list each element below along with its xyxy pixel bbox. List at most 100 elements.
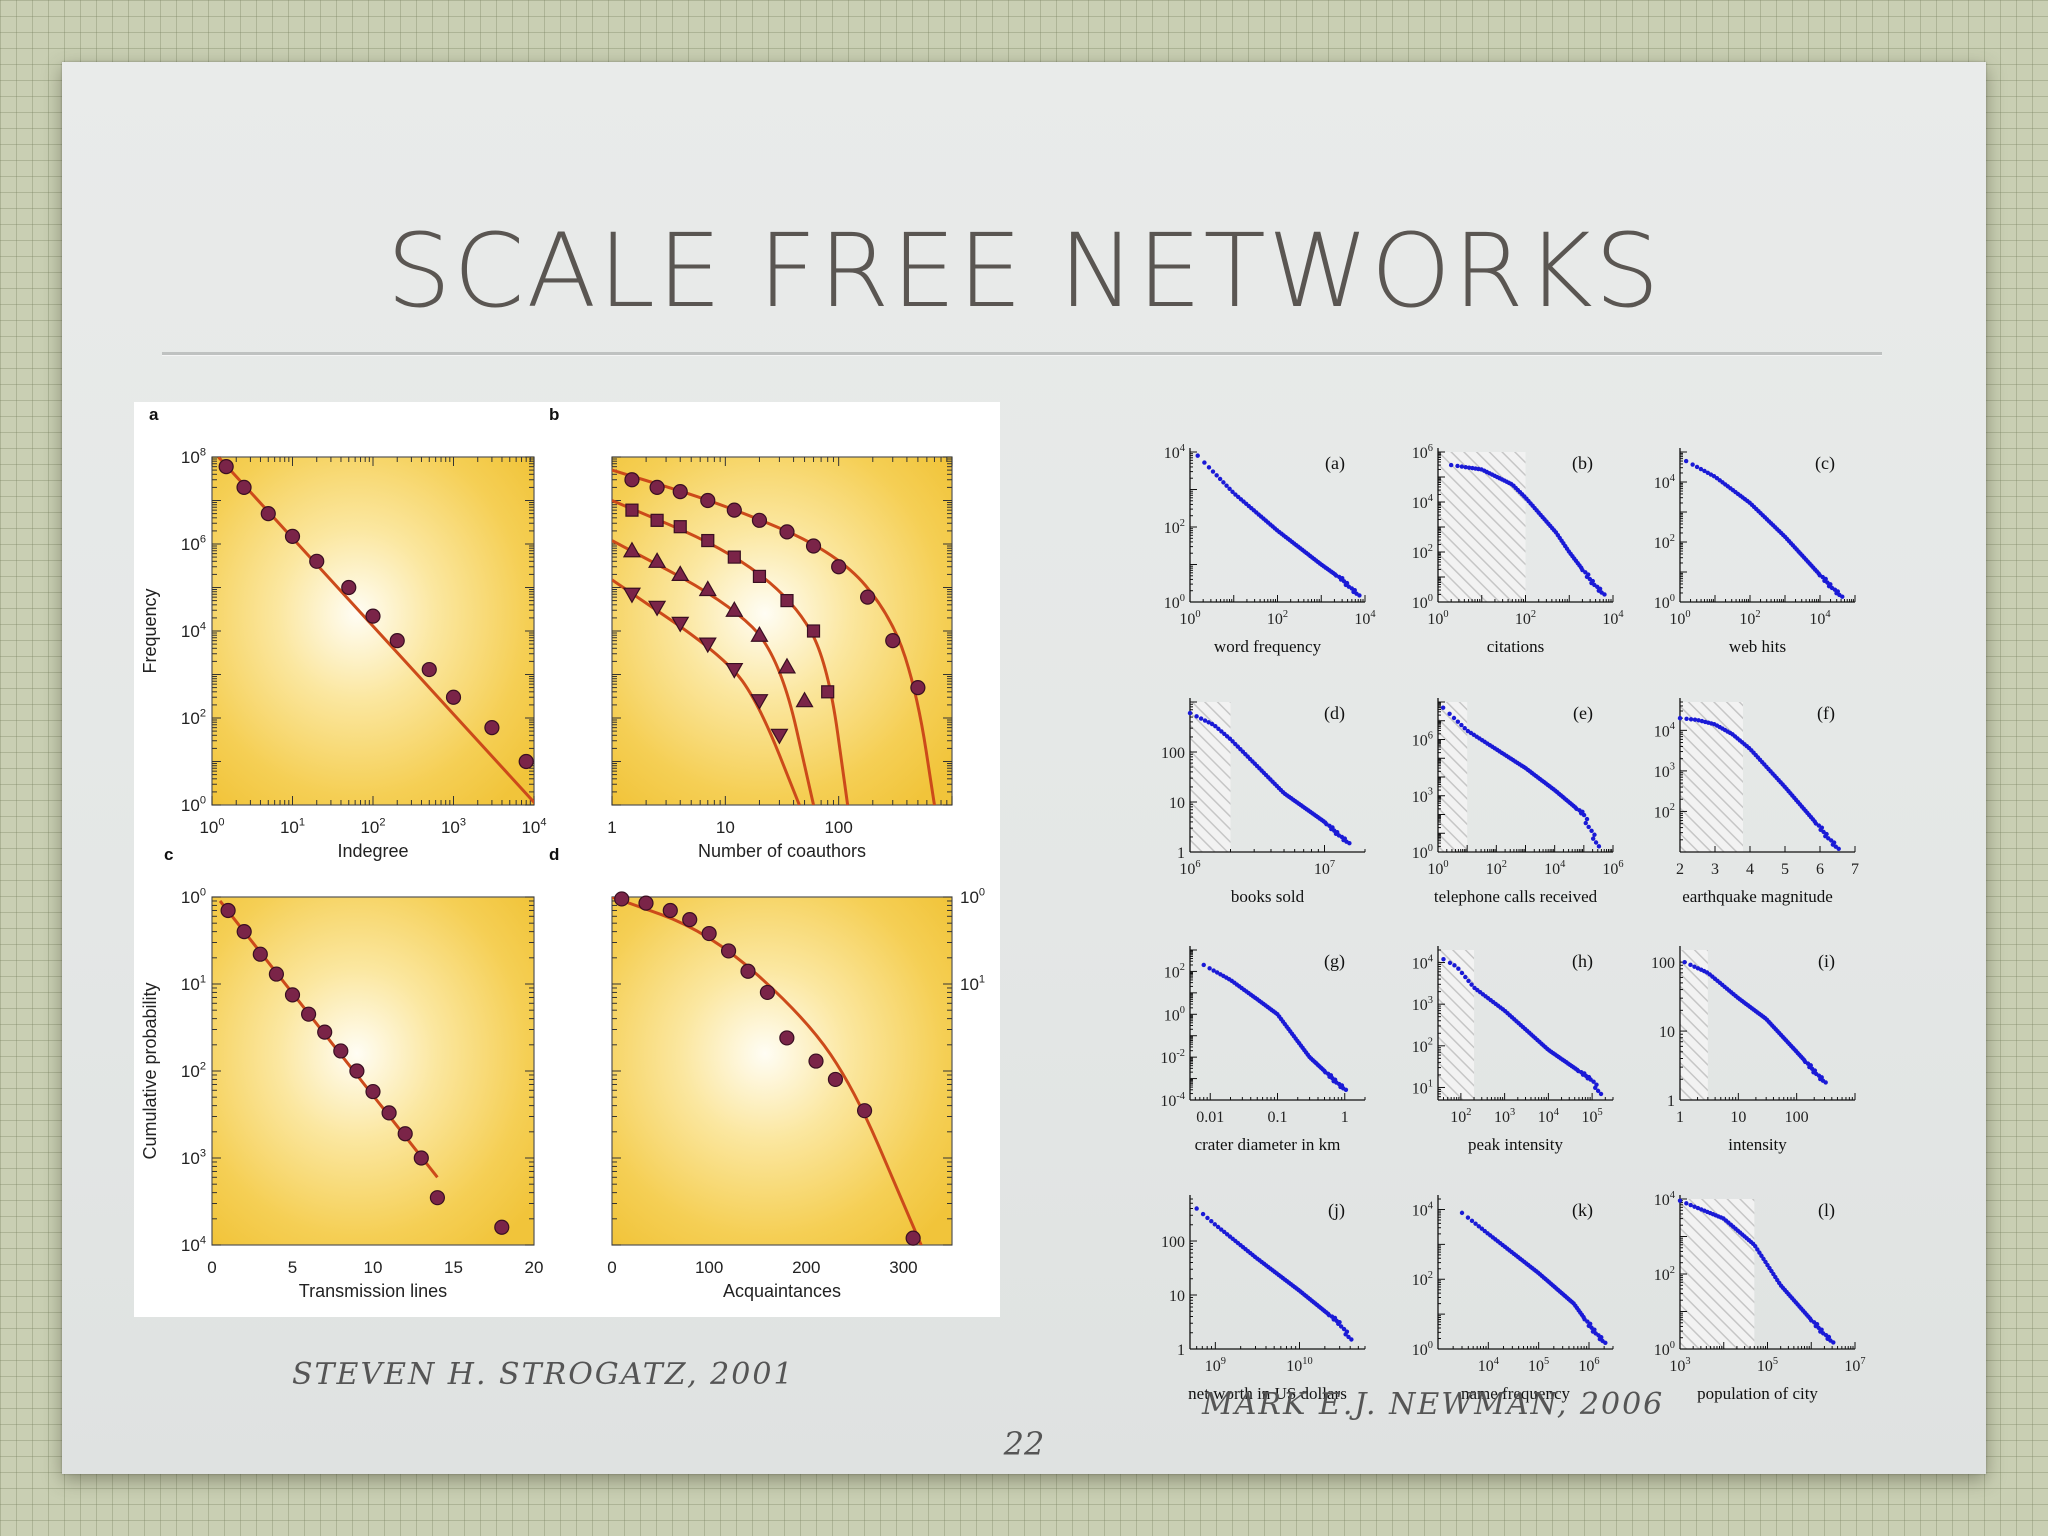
newman-g-data-point	[1214, 970, 1220, 975]
strogatz-b-data-point	[698, 637, 717, 654]
newman-h-data-point	[1441, 957, 1446, 962]
newman-f-data-point	[1677, 715, 1683, 721]
newman-i-x-tick-label: 10	[1730, 1109, 1746, 1126]
strogatz-b-data-point	[910, 679, 926, 696]
newman-c-data-point	[1840, 594, 1845, 599]
newman-f-y-tick-label: 103	[1654, 762, 1675, 781]
newman-b-x-tick-label: 102	[1515, 609, 1536, 628]
title-divider	[162, 352, 1882, 355]
newman-k-y-tick-label: 104	[1412, 1200, 1434, 1219]
strogatz-d-plot-area	[611, 896, 953, 1246]
strogatz-a-y-tick-label: 104	[181, 620, 206, 641]
newman-d-data-point	[1202, 718, 1208, 723]
newman-e-data-point	[1451, 715, 1457, 721]
newman-l-x-tick-label: 105	[1757, 1356, 1778, 1375]
newman-c-x-tick-label: 100	[1669, 609, 1690, 628]
newman-f-x-tick-label: 5	[1781, 861, 1789, 878]
newman-e-x-axis-label: telephone calls received	[1434, 887, 1598, 906]
newman-a-data-point	[1214, 473, 1219, 478]
strogatz-b-data-point	[795, 691, 814, 708]
strogatz-d-data-point	[808, 1053, 824, 1069]
strogatz-b-data-point	[701, 533, 715, 548]
strogatz-d-data-point	[614, 891, 630, 907]
page-number: 22	[1003, 1425, 1045, 1463]
strogatz-a-plot-area	[211, 456, 535, 806]
newman-f-data-point	[1692, 717, 1698, 722]
newman-e-y-tick-label: 103	[1412, 787, 1433, 806]
newman-g-x-tick-label: 1	[1341, 1109, 1349, 1126]
newman-l-data-point	[1755, 1247, 1760, 1252]
slide: SCALE FREE NETWORKS a 100 101 102 103 104 100 1…	[62, 62, 1986, 1474]
newman-l-data-point	[1757, 1250, 1762, 1255]
strogatz-c-y-tick-label: 100	[181, 886, 206, 907]
strogatz-b-data-point	[777, 657, 797, 674]
strogatz-d-data-point	[827, 1071, 844, 1088]
newman-b-shaded-region	[1438, 452, 1526, 602]
newman-b-x-axis-label: citations	[1487, 637, 1545, 656]
newman-g-panel: 0.01 0.1 1 10-4 10-2 100 102 (g) crater diameter…	[1160, 946, 1366, 1154]
strogatz-c-x-tick-label: 15	[444, 1258, 463, 1277]
newman-a-data-point	[1217, 476, 1223, 482]
strogatz-d-x-tick-label: 0	[607, 1258, 616, 1277]
newman-k-data-point	[1459, 1210, 1465, 1216]
strogatz-b-data-point	[751, 512, 768, 528]
strogatz-a-x-tick-label: 102	[360, 816, 385, 837]
strogatz-a-data-point	[309, 553, 325, 569]
strogatz-b-data-point	[672, 484, 688, 500]
newman-i-x-tick-label: 100	[1785, 1109, 1809, 1126]
newman-e-panel-label: (e)	[1573, 703, 1593, 724]
newman-d-data-point	[1187, 710, 1193, 716]
newman-j-y-tick-label: 1	[1177, 1342, 1185, 1359]
newman-k-data-point	[1603, 1340, 1608, 1346]
newman-f-data-point	[1684, 716, 1689, 722]
strogatz-b-panel-label: b	[549, 405, 559, 424]
newman-j-data-point	[1338, 1324, 1344, 1329]
newman-b-y-tick-label: 100	[1412, 593, 1433, 612]
newman-h-x-axis-label: peak intensity	[1468, 1135, 1563, 1154]
strogatz-b-data-point	[648, 552, 667, 568]
strogatz-a-data-point	[484, 720, 500, 736]
newman-c-x-tick-label: 102	[1739, 609, 1760, 628]
newman-c-data-point	[1683, 458, 1689, 464]
strogatz-b-data-point	[779, 524, 795, 540]
newman-b-panel: 100 102 104 100 102 104 106 (b) citations	[1412, 443, 1625, 656]
strogatz-b-plot-area	[611, 456, 953, 806]
strogatz-b-data-point	[726, 502, 742, 518]
strogatz-d-y-tick-label-right: 100	[960, 886, 985, 907]
newman-g-y-tick-label: 10-4	[1160, 1091, 1185, 1110]
newman-c-y-tick-label: 102	[1654, 533, 1675, 552]
newman-d-data-point	[1194, 714, 1199, 719]
newman-h-y-tick-label: 101	[1412, 1078, 1433, 1097]
newman-c-data-point	[1690, 462, 1695, 467]
strogatz-c-data-point	[365, 1083, 381, 1100]
strogatz-d-data-point	[682, 911, 698, 928]
newman-k-data-point	[1473, 1221, 1478, 1226]
strogatz-c-y-tick-label: 103	[181, 1147, 206, 1168]
newman-j-data-point	[1349, 1337, 1354, 1342]
newman-h-data-point	[1593, 1085, 1598, 1091]
newman-e-data-point	[1586, 824, 1591, 830]
newman-f-y-tick-label: 104	[1654, 721, 1676, 740]
newman-l-x-tick-label: 103	[1669, 1356, 1690, 1375]
strogatz-b-data-point	[831, 559, 847, 575]
newman-a-data-point	[1195, 453, 1200, 458]
newman-h-x-tick-label: 105	[1582, 1107, 1603, 1126]
strogatz-c-fit-line	[218, 900, 439, 1179]
strogatz-a-data-point	[218, 459, 234, 475]
newman-b-x-tick-label: 104	[1602, 609, 1624, 628]
newman-f-x-tick-label: 3	[1711, 861, 1719, 878]
newman-l-data-point	[1831, 1340, 1836, 1345]
newman-f-panel: 2 3 4 5 6 7 102 103 104 (f) earthquake magnitude	[1654, 698, 1859, 906]
newman-l-data-point	[1753, 1244, 1758, 1249]
strogatz-c-data-point	[429, 1190, 445, 1206]
newman-a-data-point	[1210, 469, 1216, 474]
strogatz-d-panel-label: d	[549, 845, 559, 864]
newman-c-x-axis-label: web hits	[1729, 637, 1786, 656]
newman-d-data-point	[1347, 840, 1352, 846]
strogatz-b-x-tick-label: 10	[716, 818, 735, 837]
strogatz-b-data-point	[752, 569, 767, 583]
newman-l-data-point	[1688, 1202, 1693, 1208]
newman-h-y-tick-label: 104	[1412, 953, 1434, 972]
